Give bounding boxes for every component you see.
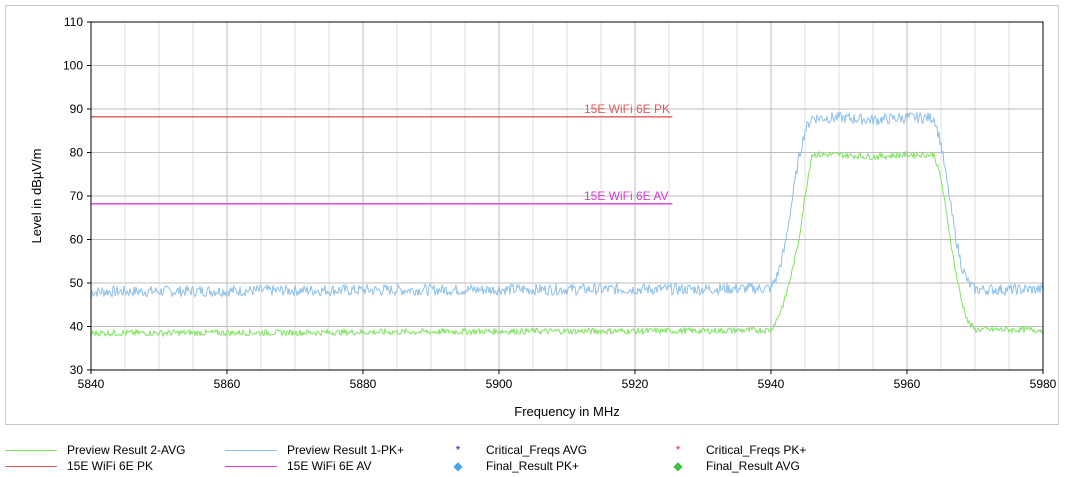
- legend-line-swatch: [5, 449, 57, 451]
- limit-lines: 15E WiFi 6E PK 15E WiFi 6E AV: [91, 102, 673, 205]
- y-axis-title: Level in dBµV/m: [29, 149, 44, 244]
- legend-label: Preview Result 2-AVG: [67, 443, 186, 457]
- legend-item: ◆ Final_Result PK+: [448, 458, 579, 474]
- legend-marker-swatch: *: [455, 443, 461, 457]
- x-tick-label: 5980: [1030, 377, 1057, 391]
- x-tick-label: 5860: [214, 377, 241, 391]
- legend-label: Final_Result AVG: [706, 459, 800, 473]
- legend-item: * Critical_Freqs PK+: [668, 442, 807, 458]
- legend-item: 15E WiFi 6E PK: [5, 458, 153, 474]
- y-tick-label: 70: [70, 189, 84, 203]
- y-tick-label: 50: [70, 276, 84, 290]
- y-tick-label: 60: [70, 233, 84, 247]
- x-tick-label: 5960: [894, 377, 921, 391]
- x-tick-label: 5940: [758, 377, 785, 391]
- x-tick-label: 5880: [350, 377, 377, 391]
- limit-label: 15E WiFi 6E AV: [584, 189, 668, 203]
- chart-frame: [5, 5, 1059, 425]
- series-line-preview-result-2-avg: [90, 150, 1043, 338]
- chart: 15E WiFi 6E PK 15E WiFi 6E AV 5840 5860 588…: [5, 5, 1059, 425]
- x-axis-title: Frequency in MHz: [514, 404, 619, 419]
- y-tick-label: 90: [70, 102, 84, 116]
- legend-line-swatch: [225, 449, 277, 451]
- legend-item: Preview Result 2-AVG: [5, 442, 185, 458]
- x-tick-label: 5920: [622, 377, 649, 391]
- y-tick-label: 40: [70, 320, 84, 334]
- series-line-preview-result-1-pk-: [90, 110, 1044, 299]
- y-tick-label: 100: [63, 59, 83, 73]
- y-tick-label: 30: [70, 363, 84, 377]
- legend-line-swatch: [225, 465, 277, 467]
- legend-line-swatch: [5, 465, 57, 467]
- series-group: [90, 110, 1044, 338]
- legend-item: 15E WiFi 6E AV: [225, 458, 371, 474]
- legend-marker-swatch: ◆: [453, 459, 463, 473]
- x-tick-label: 5840: [78, 377, 105, 391]
- legend-label: 15E WiFi 6E PK: [67, 459, 154, 473]
- legend: Preview Result 2-AVG 15E WiFi 6E PK Previe…: [0, 442, 1065, 476]
- y-tick-label: 80: [70, 146, 84, 160]
- legend-marker-swatch: ◆: [673, 459, 683, 473]
- legend-label: Final_Result PK+: [486, 459, 580, 473]
- grid: [90, 21, 1044, 371]
- legend-item: * Critical_Freqs AVG: [448, 442, 587, 458]
- legend-label: Critical_Freqs AVG: [486, 443, 588, 457]
- limit-label: 15E WiFi 6E PK: [584, 102, 670, 116]
- axis-ticks: 5840 5860 5880 5900 5920 5940 5960 5980 30 40 50 60…: [63, 15, 1057, 391]
- x-tick-label: 5900: [486, 377, 513, 391]
- legend-label: Critical_Freqs PK+: [706, 443, 807, 457]
- legend-marker-swatch: *: [675, 443, 681, 457]
- legend-label: 15E WiFi 6E AV: [287, 459, 372, 473]
- legend-item: Preview Result 1-PK+: [225, 442, 404, 458]
- y-tick-label: 110: [64, 15, 83, 29]
- legend-label: Preview Result 1-PK+: [287, 443, 405, 457]
- legend-item: ◆ Final_Result AVG: [668, 458, 800, 474]
